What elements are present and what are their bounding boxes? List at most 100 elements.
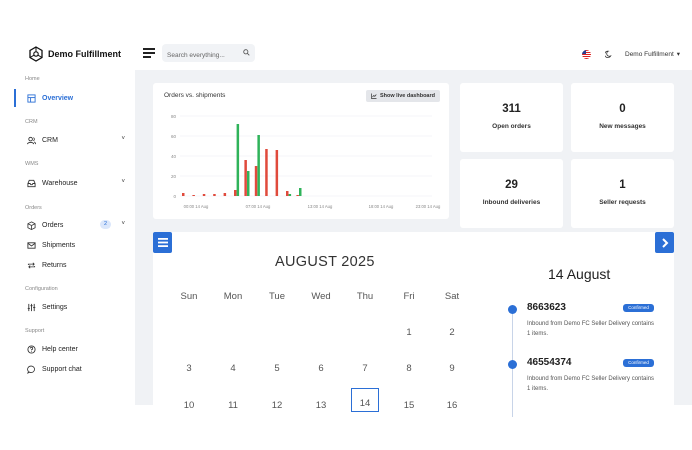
- bar-series-1[interactable]: [286, 191, 289, 196]
- calendar-day[interactable]: 3: [186, 363, 192, 374]
- calendar-day[interactable]: 5: [274, 363, 280, 374]
- calendar-day[interactable]: 11: [228, 400, 238, 411]
- x-tick-label: 23:00 14 Aug: [416, 204, 441, 209]
- orders-shipments-card: Orders vs. shipments Show live dashboard…: [153, 83, 449, 219]
- sidebar-item-settings[interactable]: Settings: [27, 299, 127, 315]
- search-icon[interactable]: [243, 49, 250, 56]
- chevron-right-icon: [661, 237, 668, 248]
- brand-name: Demo Fulfillment: [48, 49, 122, 59]
- bar-series-1[interactable]: [223, 193, 227, 196]
- bar-series-2[interactable]: [247, 171, 250, 196]
- section-orders: Orders: [25, 205, 42, 211]
- bar-series-1[interactable]: [265, 149, 268, 196]
- section-home: Home: [25, 76, 40, 82]
- y-tick-label: 0: [173, 194, 176, 199]
- moon-icon[interactable]: [605, 50, 613, 58]
- bar-series-1[interactable]: [275, 150, 279, 196]
- stat-open-orders[interactable]: 311 Open orders: [460, 83, 563, 152]
- sidebar: Home Overview CRM CRM ˅ WMS Warehouse ˅ …: [0, 70, 135, 405]
- chevron-down-icon[interactable]: ˅: [121, 136, 125, 142]
- show-live-dashboard-button[interactable]: Show live dashboard: [365, 90, 440, 102]
- bar-series-2[interactable]: [288, 194, 292, 196]
- us-flag-icon[interactable]: [582, 50, 591, 59]
- weekday-header: Thu: [356, 291, 374, 302]
- message-icon: [27, 365, 36, 374]
- stat-seller-requests[interactable]: 1 Seller requests: [571, 159, 674, 228]
- sidebar-item-label: CRM: [42, 136, 58, 144]
- orders-shipments-chart: 0 20 40 60 80 00:00 14 Aug 07:00 14 Aug 13:00 1…: [171, 114, 441, 209]
- x-tick-label: 00:00 14 Aug: [184, 204, 209, 209]
- weekday-header: Sun: [180, 291, 198, 302]
- calendar-day[interactable]: 2: [449, 327, 455, 338]
- sidebar-item-help-center[interactable]: Help center: [27, 341, 127, 357]
- sidebar-item-overview[interactable]: Overview: [27, 90, 127, 106]
- sidebar-item-label: Shipments: [42, 241, 76, 249]
- bar-series-1[interactable]: [244, 160, 247, 196]
- chevron-down-icon[interactable]: ˅: [121, 221, 125, 227]
- status-badge: Confirmed: [623, 304, 654, 312]
- chevron-down-icon[interactable]: ˅: [121, 179, 125, 185]
- status-badge: Confirmed: [623, 359, 654, 367]
- next-month-button[interactable]: [655, 232, 674, 253]
- bar-series-1[interactable]: [182, 193, 185, 196]
- y-tick-label: 40: [171, 154, 177, 159]
- sidebar-item-crm[interactable]: CRM ˅: [27, 132, 127, 148]
- calendar-day[interactable]: 13: [315, 400, 327, 411]
- event-description: Inbound from Demo FC Seller Delivery con…: [527, 376, 655, 392]
- calendar-day[interactable]: 7: [362, 363, 368, 374]
- chart-line-icon: [371, 93, 377, 99]
- bar-series-1[interactable]: [234, 190, 237, 196]
- stat-value: 29: [505, 179, 518, 191]
- weekday-header: Fri: [403, 291, 415, 302]
- calendar-day-selected[interactable]: 14: [351, 388, 379, 412]
- bar-series-1[interactable]: [213, 194, 216, 196]
- calendar-day[interactable]: 12: [271, 400, 283, 411]
- weekday-header: Sat: [444, 291, 460, 302]
- stat-label: Seller requests: [599, 199, 646, 206]
- sidebar-item-label: Returns: [42, 261, 67, 269]
- sidebar-item-shipments[interactable]: Shipments: [27, 237, 127, 253]
- search-box[interactable]: [162, 44, 255, 65]
- bar-series-1[interactable]: [202, 194, 206, 196]
- event-id[interactable]: 46554374: [527, 357, 572, 368]
- bar-series-1[interactable]: [254, 166, 258, 196]
- brand-logo[interactable]: Demo Fulfillment: [28, 46, 121, 62]
- section-support: Support: [25, 328, 45, 334]
- bar-series-2[interactable]: [299, 188, 302, 196]
- stat-inbound-deliveries[interactable]: 29 Inbound deliveries: [460, 159, 563, 228]
- sidebar-item-warehouse[interactable]: Warehouse ˅: [27, 175, 127, 191]
- calendar-day[interactable]: 4: [230, 363, 236, 374]
- sidebar-item-support-chat[interactable]: Support chat: [27, 361, 127, 377]
- x-tick-label: 13:00 14 Aug: [308, 204, 333, 209]
- weekday-header: Mon: [223, 291, 243, 302]
- bar-series-2[interactable]: [257, 135, 260, 196]
- bar-series-1[interactable]: [192, 195, 195, 196]
- bar-series-1[interactable]: [296, 195, 299, 196]
- calendar-day[interactable]: 8: [406, 363, 412, 374]
- calendar-day[interactable]: 16: [446, 400, 458, 411]
- layout-icon: [27, 93, 36, 103]
- stat-label: Inbound deliveries: [482, 199, 541, 206]
- user-menu[interactable]: Demo Fulfillment ▾: [625, 50, 680, 59]
- calendar-day[interactable]: 9: [449, 363, 455, 374]
- calendar-day[interactable]: 1: [406, 327, 412, 338]
- chart-title: Orders vs. shipments: [164, 92, 226, 99]
- help-circle-icon: [27, 344, 36, 354]
- calendar-menu-button[interactable]: [153, 232, 172, 253]
- search-input[interactable]: [162, 46, 237, 65]
- timeline-dot: [508, 360, 517, 369]
- event-id[interactable]: 8663623: [527, 302, 566, 313]
- stat-new-messages[interactable]: 0 New messages: [571, 83, 674, 152]
- calendar-day[interactable]: 6: [318, 363, 324, 374]
- sidebar-item-label: Orders: [42, 221, 64, 229]
- stat-value: 311: [502, 103, 521, 115]
- menu-toggle-icon[interactable]: [143, 48, 155, 58]
- sidebar-item-orders[interactable]: Orders 2 ˅: [27, 217, 127, 233]
- weekday-header: Tue: [268, 291, 286, 302]
- button-label: Show live dashboard: [379, 93, 435, 99]
- bar-series-2[interactable]: [236, 124, 240, 196]
- calendar-day[interactable]: 10: [183, 400, 195, 411]
- sidebar-item-returns[interactable]: Returns: [27, 257, 127, 273]
- calendar-day[interactable]: 15: [403, 400, 415, 411]
